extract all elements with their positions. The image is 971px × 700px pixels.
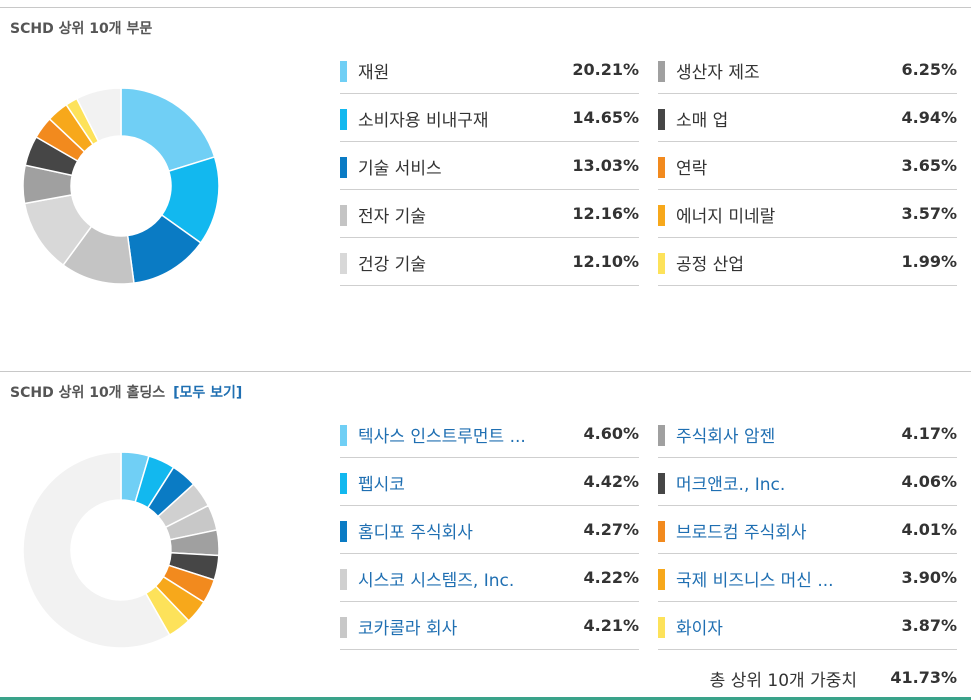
legend-swatch bbox=[340, 569, 347, 590]
sectors-title: SCHD 상위 10개 부문 bbox=[10, 21, 153, 37]
sectors-legend-value: 12.16% bbox=[572, 204, 639, 223]
holdings-legend-label[interactable]: 홈디포 주식회사 bbox=[358, 523, 473, 543]
total-weight-row: 총 상위 10개 가중치 41.73% bbox=[658, 660, 957, 696]
legend-swatch bbox=[340, 617, 347, 638]
sectors-donut-chart bbox=[22, 87, 220, 285]
top-divider bbox=[0, 7, 971, 8]
holdings-legend-item[interactable]: 머크앤코., Inc. 4.06% bbox=[658, 458, 957, 506]
holdings-legend-value: 4.27% bbox=[583, 520, 639, 539]
sectors-slice-1 bbox=[120, 87, 216, 173]
holdings-legend-value: 4.01% bbox=[901, 520, 957, 539]
holdings-legend-item[interactable]: 브로드컴 주식회사 4.01% bbox=[658, 506, 957, 554]
holdings-legend-right: 주식회사 암젠 4.17% 머크앤코., Inc. 4.06% 브로드컴 주식회사 4.0… bbox=[658, 410, 957, 650]
legend-swatch bbox=[340, 109, 347, 130]
legend-swatch bbox=[658, 521, 665, 542]
holdings-legend-label[interactable]: 텍사스 인스트루먼트 ... bbox=[358, 427, 526, 447]
sectors-legend-value: 3.65% bbox=[901, 156, 957, 175]
sectors-legend-item: 소매 업 4.94% bbox=[658, 94, 957, 142]
holdings-legend-value: 3.87% bbox=[901, 616, 957, 635]
sectors-legend-value: 20.21% bbox=[572, 60, 639, 79]
view-all-link[interactable]: [모두 보기] bbox=[173, 385, 243, 401]
holdings-legend-item[interactable]: 홈디포 주식회사 4.27% bbox=[340, 506, 639, 554]
holdings-legend-value: 4.22% bbox=[583, 568, 639, 587]
sectors-legend-left: 재원 20.21% 소비자용 비내구재 14.65% 기술 서비스 13.03% 전자 기술… bbox=[340, 46, 639, 286]
legend-swatch bbox=[658, 157, 665, 178]
legend-swatch bbox=[658, 425, 665, 446]
sectors-legend-label: 생산자 제조 bbox=[676, 63, 760, 83]
sectors-legend-item: 전자 기술 12.16% bbox=[340, 190, 639, 238]
sectors-legend-label: 재원 bbox=[358, 63, 390, 83]
legend-swatch bbox=[658, 617, 665, 638]
legend-swatch bbox=[340, 253, 347, 274]
sectors-legend-item: 공정 산업 1.99% bbox=[658, 238, 957, 286]
legend-swatch bbox=[658, 61, 665, 82]
legend-swatch bbox=[658, 253, 665, 274]
legend-swatch bbox=[658, 473, 665, 494]
holdings-legend-label[interactable]: 주식회사 암젠 bbox=[676, 427, 776, 447]
holdings-donut-chart bbox=[22, 451, 220, 649]
sectors-legend-item: 건강 기술 12.10% bbox=[340, 238, 639, 286]
holdings-legend-label[interactable]: 국제 비즈니스 머신 ... bbox=[676, 571, 834, 591]
holdings-legend-label[interactable]: 화이자 bbox=[676, 619, 723, 639]
legend-swatch bbox=[340, 521, 347, 542]
holdings-legend-label[interactable]: 브로드컴 주식회사 bbox=[676, 523, 807, 543]
holdings-legend-item[interactable]: 화이자 3.87% bbox=[658, 602, 957, 650]
sectors-legend-item: 생산자 제조 6.25% bbox=[658, 46, 957, 94]
legend-swatch bbox=[340, 425, 347, 446]
sectors-legend-label: 소매 업 bbox=[676, 111, 729, 131]
holdings-legend-value: 4.60% bbox=[583, 424, 639, 443]
sectors-legend-label: 연락 bbox=[676, 159, 708, 179]
holdings-legend-left: 텍사스 인스트루먼트 ... 4.60% 펩시코 4.42% 홈디포 주식회사 4.27%… bbox=[340, 410, 639, 650]
holdings-legend-label[interactable]: 머크앤코., Inc. bbox=[676, 475, 786, 495]
sectors-legend-right: 생산자 제조 6.25% 소매 업 4.94% 연락 3.65% 에너지 미네랄 3.57% 공… bbox=[658, 46, 957, 286]
sectors-legend-label: 공정 산업 bbox=[676, 255, 744, 275]
legend-swatch bbox=[340, 157, 347, 178]
sectors-legend-value: 1.99% bbox=[901, 252, 957, 271]
holdings-legend-label[interactable]: 코카콜라 회사 bbox=[358, 619, 458, 639]
sectors-legend-label: 건강 기술 bbox=[358, 255, 426, 275]
legend-swatch bbox=[340, 473, 347, 494]
sectors-legend-item: 소비자용 비내구재 14.65% bbox=[340, 94, 639, 142]
sectors-legend-label: 에너지 미네랄 bbox=[676, 207, 776, 227]
holdings-slice-other bbox=[22, 451, 171, 649]
holdings-legend-label[interactable]: 펩시코 bbox=[358, 475, 405, 495]
sectors-legend-value: 6.25% bbox=[901, 60, 957, 79]
legend-swatch bbox=[658, 569, 665, 590]
sectors-legend-value: 13.03% bbox=[572, 156, 639, 175]
bottom-accent-bar bbox=[0, 697, 971, 700]
holdings-legend-item[interactable]: 국제 비즈니스 머신 ... 3.90% bbox=[658, 554, 957, 602]
sectors-legend-value: 4.94% bbox=[901, 108, 957, 127]
holdings-legend-item[interactable]: 코카콜라 회사 4.21% bbox=[340, 602, 639, 650]
legend-swatch bbox=[340, 205, 347, 226]
total-weight-value: 41.73% bbox=[890, 668, 957, 687]
sectors-slice-other bbox=[75, 87, 122, 143]
sectors-legend-value: 12.10% bbox=[572, 252, 639, 271]
holdings-legend-value: 4.42% bbox=[583, 472, 639, 491]
sectors-legend-value: 3.57% bbox=[901, 204, 957, 223]
sectors-legend-item: 재원 20.21% bbox=[340, 46, 639, 94]
holdings-legend-value: 4.06% bbox=[901, 472, 957, 491]
legend-swatch bbox=[658, 205, 665, 226]
sectors-legend-item: 연락 3.65% bbox=[658, 142, 957, 190]
holdings-legend-item[interactable]: 시스코 시스템즈, Inc. 4.22% bbox=[340, 554, 639, 602]
sectors-legend-value: 14.65% bbox=[572, 108, 639, 127]
holdings-legend-value: 3.90% bbox=[901, 568, 957, 587]
sectors-legend-label: 전자 기술 bbox=[358, 207, 426, 227]
sectors-legend-item: 기술 서비스 13.03% bbox=[340, 142, 639, 190]
section-divider bbox=[0, 371, 971, 372]
sectors-legend-label: 소비자용 비내구재 bbox=[358, 111, 489, 131]
holdings-legend-label[interactable]: 시스코 시스템즈, Inc. bbox=[358, 571, 515, 591]
holdings-legend-value: 4.17% bbox=[901, 424, 957, 443]
legend-swatch bbox=[658, 109, 665, 130]
legend-swatch bbox=[340, 61, 347, 82]
holdings-title: SCHD 상위 10개 홀딩스 [모두 보기] bbox=[10, 385, 243, 401]
holdings-legend-item[interactable]: 텍사스 인스트루먼트 ... 4.60% bbox=[340, 410, 639, 458]
holdings-legend-item[interactable]: 펩시코 4.42% bbox=[340, 458, 639, 506]
holdings-legend-value: 4.21% bbox=[583, 616, 639, 635]
sectors-legend-item: 에너지 미네랄 3.57% bbox=[658, 190, 957, 238]
holdings-legend-item[interactable]: 주식회사 암젠 4.17% bbox=[658, 410, 957, 458]
sectors-legend-label: 기술 서비스 bbox=[358, 159, 442, 179]
total-weight-label: 총 상위 10개 가중치 bbox=[709, 671, 857, 691]
